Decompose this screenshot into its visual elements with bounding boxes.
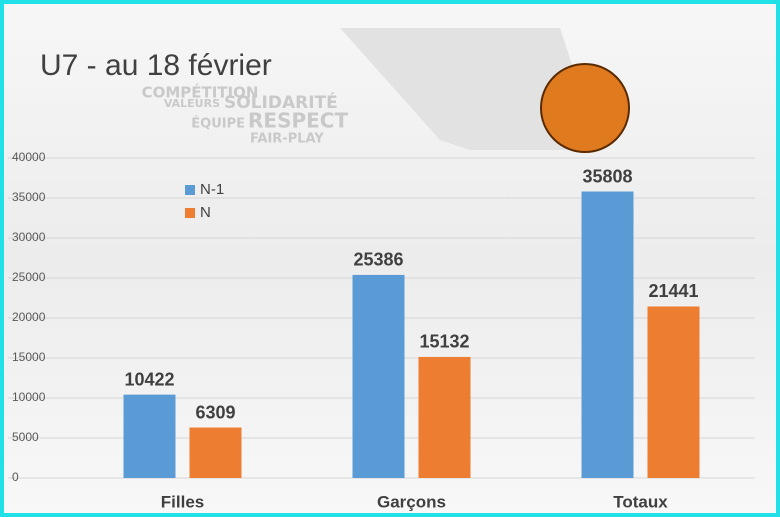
bar [123,394,176,478]
basketball [540,63,630,153]
bar [418,356,471,478]
y-tick-label: 15000 [12,350,46,364]
legend-swatch [185,185,195,195]
bg-word: RESPECT [248,109,348,133]
value-label: 15132 [419,332,469,352]
bg-word: FAIR-PLAY [250,132,324,147]
bar [647,306,700,478]
value-label: 35808 [582,166,632,186]
slide-title: U7 - au 18 février [40,49,272,82]
y-tick-label: 5000 [12,430,39,444]
bg-word: COMPÉTITION [142,83,259,102]
y-tick-label: 20000 [12,310,46,324]
y-tick-label: 35000 [12,190,46,204]
value-label: 21441 [648,281,698,301]
x-tick-label: Totaux [613,492,668,511]
value-label: 25386 [353,250,403,270]
x-tick-label: Filles [161,492,204,511]
y-tick-label: 40000 [12,150,46,164]
bar [189,427,242,478]
legend-label: N-1 [200,181,224,198]
legend-swatch [185,208,195,218]
bar [352,274,405,478]
legend-label: N [200,204,211,221]
y-tick-label: 25000 [12,270,46,284]
value-label: 10422 [124,369,174,389]
y-tick-label: 30000 [12,230,46,244]
bar [581,191,634,478]
bg-word: ÉQUIPE [191,116,245,132]
x-tick-label: Garçons [377,492,446,511]
player-figure [340,28,600,150]
bg-word: VALEURS [164,97,220,110]
value-label: 6309 [195,402,235,422]
y-tick-label: 0 [12,470,19,484]
y-tick-label: 10000 [12,390,46,404]
bg-word: SOLIDARITÉ [224,91,338,113]
